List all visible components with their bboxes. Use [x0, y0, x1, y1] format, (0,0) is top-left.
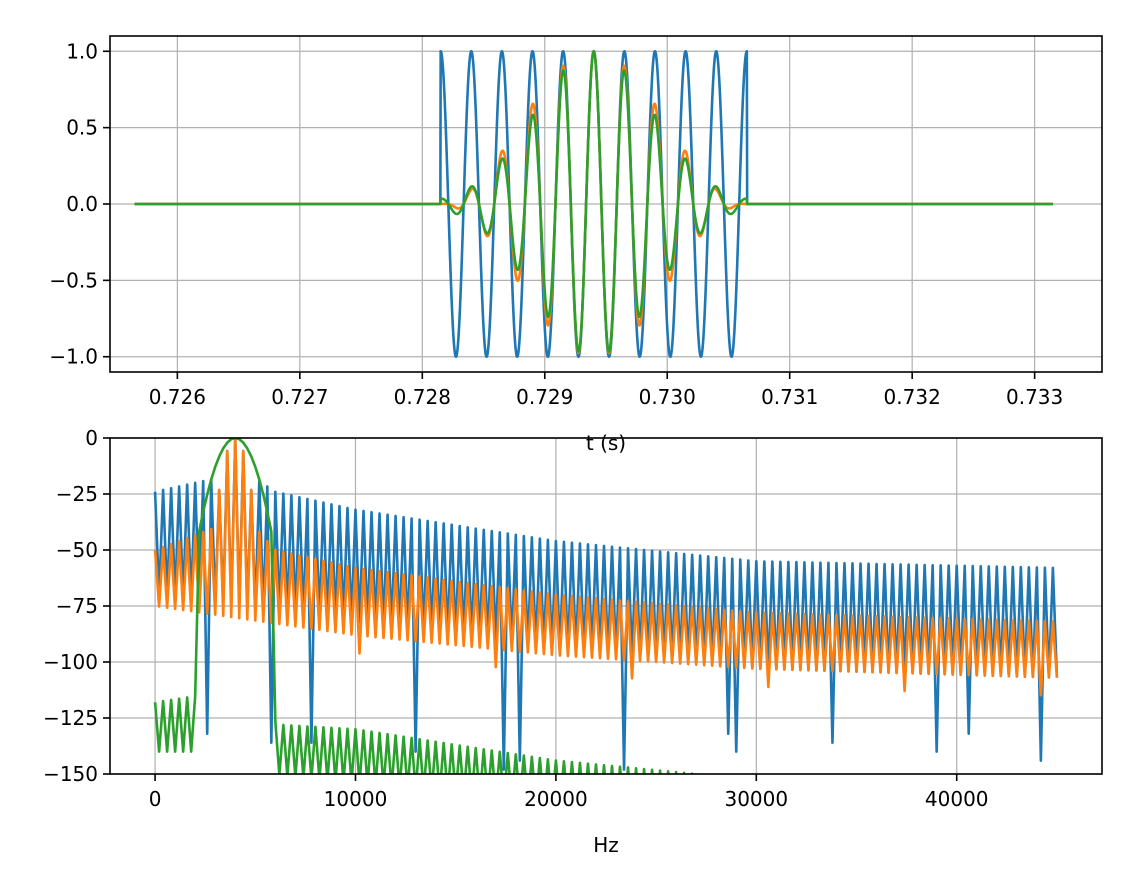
time-series-gauss	[133, 49, 1055, 353]
frequency-domain-chart: 0 10000 20000 30000 40000 0 −25 −50 −75 −100 −125…	[43, 426, 1103, 857]
freq-x-tick-label: 20000	[524, 787, 588, 811]
spectrum-series-gauss	[153, 438, 702, 774]
time-x-tick-label: 0.730	[639, 385, 696, 409]
freq-x-ticks: 0 10000 20000 30000 40000	[149, 774, 989, 811]
spectrum-series-rect	[153, 438, 1059, 771]
time-y-ticks: 1.0 0.5 0.0 −0.5 −1.0	[49, 39, 110, 369]
freq-y-tick-label: −100	[43, 650, 98, 674]
time-x-ticks: 0.726 0.727 0.728 0.729 0.730 0.731 0.732 0.733	[149, 372, 1063, 409]
freq-y-tick-label: −25	[56, 482, 98, 506]
freq-x-tick-label: 40000	[925, 787, 989, 811]
freq-y-tick-label: 0	[85, 426, 98, 450]
time-y-tick-label: 0.0	[66, 192, 98, 216]
freq-y-tick-label: −150	[43, 762, 98, 786]
freq-y-tick-label: −50	[56, 538, 98, 562]
time-x-tick-label: 0.733	[1006, 385, 1063, 409]
time-x-tick-label: 0.728	[394, 385, 451, 409]
time-x-tick-label: 0.732	[884, 385, 941, 409]
time-plot-area	[133, 49, 1055, 359]
freq-plot-area	[153, 438, 1059, 774]
freq-x-tick-label: 0	[149, 787, 162, 811]
freq-y-tick-label: −75	[56, 594, 98, 618]
freq-x-tick-label: 30000	[724, 787, 788, 811]
time-y-tick-label: −0.5	[49, 268, 98, 292]
time-x-tick-label: 0.726	[149, 385, 206, 409]
freq-x-axis-label: Hz	[593, 833, 619, 857]
time-x-tick-label: 0.731	[761, 385, 818, 409]
freq-x-tick-label: 10000	[324, 787, 388, 811]
time-x-tick-label: 0.729	[516, 385, 573, 409]
time-y-tick-label: 1.0	[66, 39, 98, 63]
freq-y-ticks: 0 −25 −50 −75 −100 −125 −150	[43, 426, 110, 786]
time-x-tick-label: 0.727	[271, 385, 328, 409]
time-y-tick-label: −1.0	[49, 345, 98, 369]
freq-y-tick-label: −125	[43, 706, 98, 730]
time-y-tick-label: 0.5	[66, 116, 98, 140]
time-x-axis-label: t (s)	[586, 431, 626, 455]
time-domain-chart: 0.726 0.727 0.728 0.729 0.730 0.731 0.732 0.733…	[49, 35, 1103, 455]
time-series-hann	[133, 49, 1055, 355]
spectrum-series-hann	[153, 438, 1059, 697]
